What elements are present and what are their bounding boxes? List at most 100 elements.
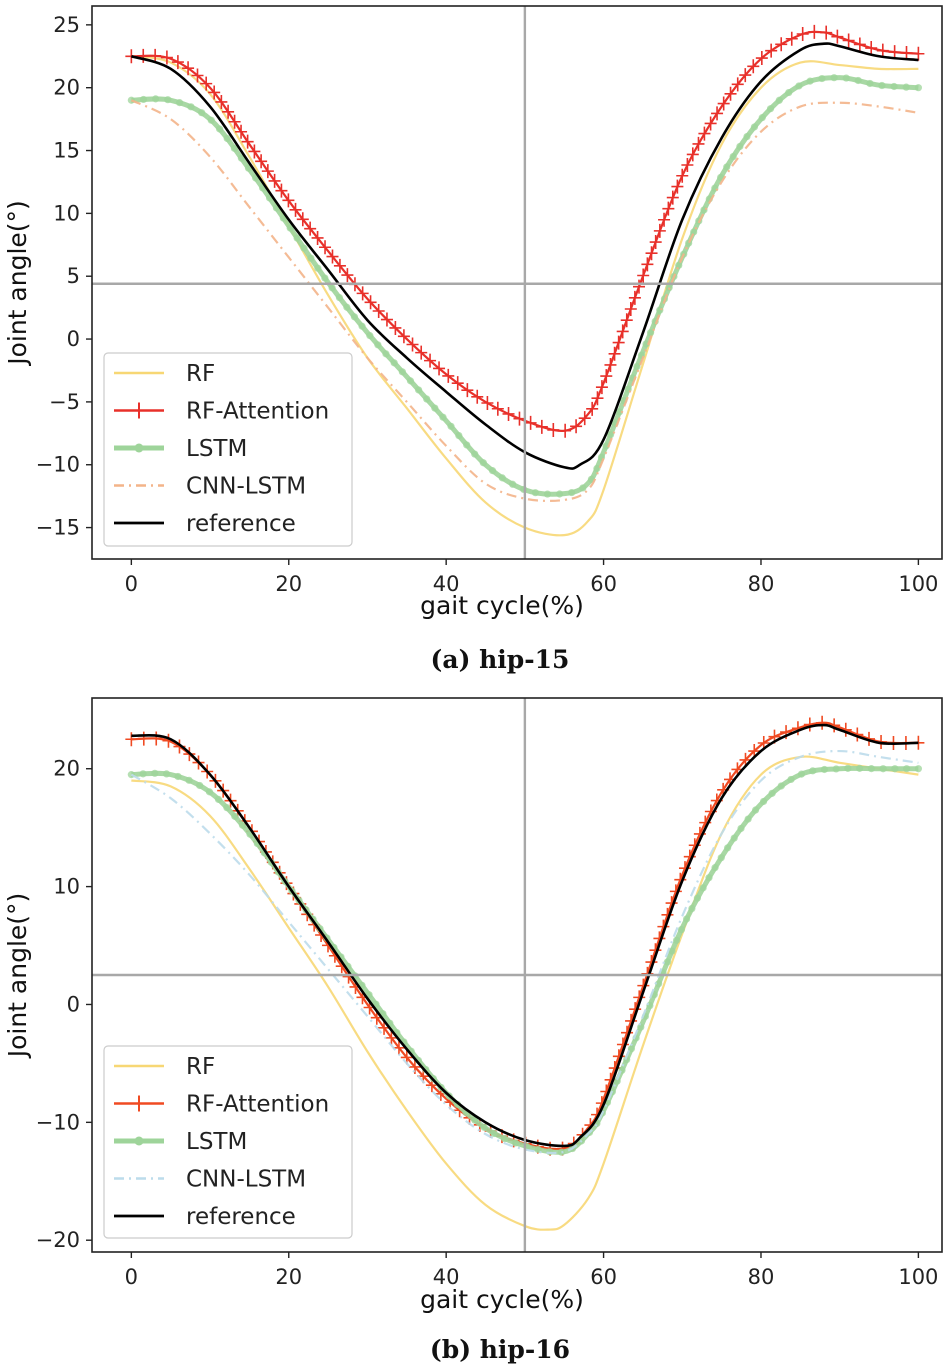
- legend-label-lstm: LSTM: [186, 436, 247, 462]
- marker-lstm: [328, 284, 336, 292]
- marker-lstm: [139, 95, 148, 104]
- legend-label-lstm: LSTM: [186, 1129, 247, 1155]
- marker-rf-attention: [755, 51, 768, 66]
- x-tick-label: 20: [275, 572, 302, 596]
- marker-lstm: [293, 234, 301, 242]
- marker-rf-attention: [658, 212, 671, 227]
- marker-rf-attention: [235, 124, 248, 139]
- marker-rf-attention: [248, 144, 261, 159]
- marker-rf-attention: [191, 68, 204, 83]
- marker-lstm: [830, 74, 838, 82]
- marker-lstm: [314, 264, 322, 272]
- marker-rf-attention: [471, 389, 484, 404]
- marker-lstm: [766, 105, 775, 113]
- y-tick-label: −10: [36, 1110, 80, 1134]
- marker-lstm: [187, 103, 195, 111]
- marker-lstm: [321, 274, 329, 282]
- marker-lstm: [216, 125, 224, 133]
- marker-rf-attention: [853, 37, 866, 52]
- marker-rf-attention: [442, 368, 455, 383]
- marker-lstm: [415, 386, 423, 394]
- marker-lstm: [431, 404, 439, 412]
- figure-caption: (b) hip-16: [430, 1335, 570, 1364]
- marker-lstm: [878, 81, 886, 90]
- legend-label-reference: reference: [186, 511, 296, 537]
- marker-lstm: [637, 1023, 645, 1031]
- marker-rf-attention: [739, 68, 752, 83]
- x-axis-label: gait cycle(%): [420, 591, 584, 620]
- x-tick-label: 0: [125, 1265, 138, 1289]
- y-tick-label: −5: [49, 390, 80, 414]
- marker-lstm: [809, 767, 817, 775]
- marker-lstm: [185, 776, 193, 784]
- marker-rf-attention: [731, 77, 744, 92]
- marker-lstm: [677, 925, 686, 934]
- marker-lstm: [854, 76, 862, 85]
- y-axis-label: Joint angle(°): [3, 200, 32, 367]
- y-axis-label: Joint angle(°): [3, 893, 32, 1060]
- marker-lstm: [406, 377, 415, 385]
- marker-rf-attention: [865, 41, 878, 56]
- marker-rf-attention: [620, 313, 633, 328]
- marker-rf-attention: [389, 320, 402, 335]
- marker-rf-attention: [311, 230, 324, 245]
- marker-lstm: [750, 123, 759, 131]
- marker-lstm: [615, 408, 624, 416]
- marker-rf-attention: [842, 33, 855, 48]
- marker-lstm: [471, 450, 479, 458]
- marker-lstm: [223, 134, 231, 143]
- marker-lstm: [842, 74, 850, 82]
- marker-rf-attention: [171, 55, 184, 70]
- marker-rf-attention: [547, 422, 560, 437]
- marker-lstm: [557, 1148, 566, 1156]
- legend-label-rf: RF: [186, 361, 215, 387]
- legend-label-rf-attention: RF-Attention: [186, 1092, 329, 1118]
- marker-rf-attention: [649, 235, 662, 250]
- marker-rf-attention: [491, 401, 504, 416]
- marker-lstm: [785, 88, 793, 97]
- marker-rf-attention: [645, 246, 658, 261]
- marker-lstm: [903, 765, 911, 773]
- marker-rf-attention: [717, 96, 730, 111]
- marker-lstm: [879, 765, 887, 773]
- marker-lstm: [866, 79, 874, 88]
- marker-lstm: [350, 313, 359, 321]
- marker-lstm: [723, 163, 731, 171]
- y-tick-label: 25: [53, 13, 80, 37]
- marker-rf-attention: [888, 45, 901, 60]
- legend-label-rf: RF: [186, 1054, 215, 1080]
- marker-rf-attention: [424, 353, 437, 368]
- marker-lstm: [543, 490, 552, 498]
- x-tick-label: 100: [898, 572, 938, 596]
- marker-rf-attention: [600, 369, 613, 384]
- marker-rf-attention: [704, 116, 717, 131]
- marker-rf-attention: [765, 43, 778, 58]
- legend-marker-lstm: [134, 443, 144, 453]
- marker-rf-attention: [289, 202, 302, 217]
- x-tick-label: 100: [898, 1265, 938, 1289]
- marker-lstm: [758, 114, 766, 122]
- marker-lstm: [207, 116, 215, 124]
- y-tick-label: 10: [53, 201, 80, 225]
- marker-lstm: [556, 490, 564, 498]
- marker-rf-attention: [319, 240, 332, 255]
- marker-lstm: [568, 488, 576, 497]
- marker-rf-attention: [676, 168, 689, 183]
- marker-lstm: [196, 781, 204, 790]
- marker-rf-attention: [570, 419, 583, 434]
- marker-rf-attention: [785, 31, 798, 46]
- marker-lstm: [162, 770, 171, 778]
- marker-rf-attention: [535, 419, 548, 434]
- marker-rf-attention: [666, 190, 679, 205]
- marker-lstm: [668, 947, 676, 955]
- marker-lstm: [382, 350, 390, 358]
- marker-lstm: [613, 1077, 621, 1085]
- marker-rf-attention: [333, 258, 346, 273]
- marker-lstm: [471, 1116, 479, 1124]
- x-tick-label: 80: [748, 1265, 775, 1289]
- marker-lstm: [335, 294, 344, 302]
- marker-rf-attention: [255, 154, 268, 169]
- legend-label-cnn-lstm: CNN-LSTM: [186, 474, 306, 500]
- y-tick-label: 5: [67, 264, 80, 288]
